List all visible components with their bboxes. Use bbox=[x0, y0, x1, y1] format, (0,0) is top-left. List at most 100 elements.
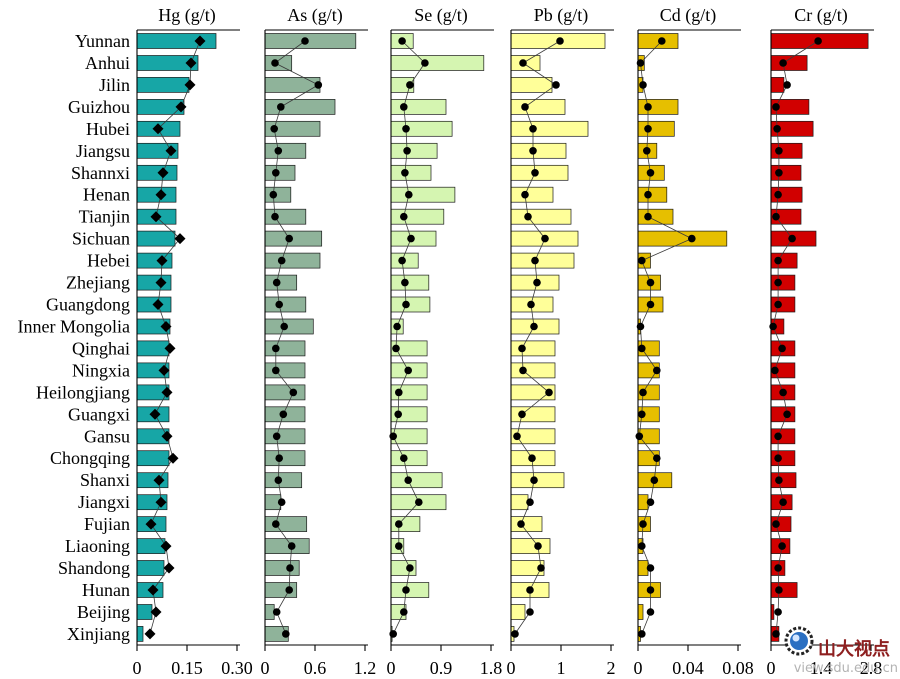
category-label: Hunan bbox=[82, 580, 130, 600]
bar bbox=[264, 296, 307, 313]
bar bbox=[390, 164, 432, 181]
marker-point bbox=[275, 454, 284, 463]
bar-series bbox=[136, 33, 217, 642]
category-label: Zhejiang bbox=[66, 273, 130, 293]
bar bbox=[390, 142, 438, 159]
marker-point bbox=[301, 37, 309, 45]
x-tick-label: 0.08 bbox=[722, 658, 754, 678]
marker-point bbox=[280, 322, 289, 331]
marker-point bbox=[398, 256, 406, 265]
bar bbox=[264, 99, 336, 115]
bar bbox=[637, 560, 649, 576]
panel-title: Hg (g/t) bbox=[158, 5, 216, 26]
sdu-logo-icon bbox=[784, 626, 814, 656]
marker-point bbox=[646, 608, 655, 616]
marker-point bbox=[511, 630, 519, 638]
marker-line bbox=[392, 40, 426, 635]
bar bbox=[264, 33, 357, 49]
marker-point bbox=[541, 234, 549, 243]
panel-as: As (g/t) 0 0.6 1.2 bbox=[261, 5, 377, 678]
marker-point bbox=[529, 125, 537, 133]
marker-diamond bbox=[155, 496, 167, 508]
bar bbox=[390, 99, 447, 115]
marker-point bbox=[395, 520, 403, 528]
bar bbox=[264, 318, 314, 335]
panel-title: Pb (g/t) bbox=[534, 5, 589, 26]
category-label: Xinjiang bbox=[67, 624, 130, 644]
marker-point bbox=[394, 410, 403, 419]
bar bbox=[510, 516, 543, 532]
marker-point bbox=[389, 432, 398, 441]
marker-series bbox=[269, 37, 323, 638]
marker-point bbox=[286, 564, 294, 572]
watermark-url: view.sdu.edu.cn bbox=[793, 661, 898, 676]
marker-point bbox=[644, 190, 652, 199]
bar bbox=[637, 120, 675, 137]
marker-point bbox=[688, 234, 696, 243]
bar bbox=[510, 252, 575, 269]
bar bbox=[637, 186, 668, 203]
bar-series bbox=[264, 33, 357, 642]
category-label: Jilin bbox=[99, 75, 130, 95]
bar bbox=[264, 186, 292, 203]
marker-point bbox=[272, 366, 280, 375]
bar bbox=[510, 120, 589, 137]
marker-point bbox=[774, 278, 782, 287]
bar bbox=[390, 186, 456, 203]
marker-point bbox=[644, 125, 652, 133]
marker-point bbox=[421, 59, 429, 67]
marker-point bbox=[638, 344, 646, 353]
bar bbox=[770, 406, 796, 423]
bar bbox=[510, 604, 526, 620]
marker-point bbox=[639, 520, 647, 528]
marker-point bbox=[545, 388, 553, 397]
x-tick-label: 0.30 bbox=[221, 658, 253, 678]
marker-point bbox=[398, 37, 406, 45]
bar bbox=[264, 77, 321, 93]
bar bbox=[390, 55, 485, 71]
bar bbox=[637, 494, 649, 511]
marker-point bbox=[646, 564, 655, 572]
marker-point bbox=[402, 125, 410, 133]
bar bbox=[637, 230, 728, 247]
bar bbox=[136, 560, 165, 576]
marker-point bbox=[404, 476, 413, 485]
marker-point bbox=[518, 410, 526, 419]
marker-line bbox=[514, 40, 561, 635]
marker-point bbox=[530, 322, 538, 331]
marker-point bbox=[415, 498, 423, 507]
bar bbox=[390, 120, 453, 137]
x-tick-label: 0.15 bbox=[171, 658, 203, 678]
bar bbox=[264, 340, 306, 357]
marker-series bbox=[769, 37, 822, 638]
category-label: Guangxi bbox=[68, 404, 130, 424]
marker-diamond bbox=[184, 79, 196, 91]
marker-point bbox=[638, 410, 646, 419]
marker-point bbox=[636, 322, 645, 331]
marker-point bbox=[537, 564, 545, 572]
marker-point bbox=[526, 608, 534, 616]
marker-point bbox=[526, 586, 534, 594]
category-label: Qinghai bbox=[72, 338, 130, 358]
panel-cr: Cr (g/t) 0 1.4 2.8 bbox=[767, 5, 883, 678]
bar bbox=[510, 538, 551, 554]
x-tick-label: 0.9 bbox=[430, 658, 453, 678]
category-label: Beijing bbox=[77, 602, 130, 622]
bar bbox=[770, 582, 798, 598]
category-label: Guizhou bbox=[68, 97, 130, 117]
bar bbox=[510, 77, 553, 93]
marker-point bbox=[530, 476, 538, 485]
x-tick-label: 1.8 bbox=[480, 658, 503, 678]
marker-point bbox=[774, 454, 782, 463]
marker-point bbox=[534, 542, 542, 550]
marker-point bbox=[518, 344, 526, 353]
marker-point bbox=[402, 300, 410, 309]
marker-point bbox=[272, 432, 281, 441]
marker-diamond bbox=[157, 167, 169, 179]
marker-point bbox=[282, 630, 290, 638]
marker-point bbox=[778, 542, 786, 550]
marker-point bbox=[519, 59, 527, 67]
marker-line bbox=[638, 40, 693, 635]
marker-diamond bbox=[155, 277, 167, 289]
bar-series bbox=[770, 33, 869, 642]
